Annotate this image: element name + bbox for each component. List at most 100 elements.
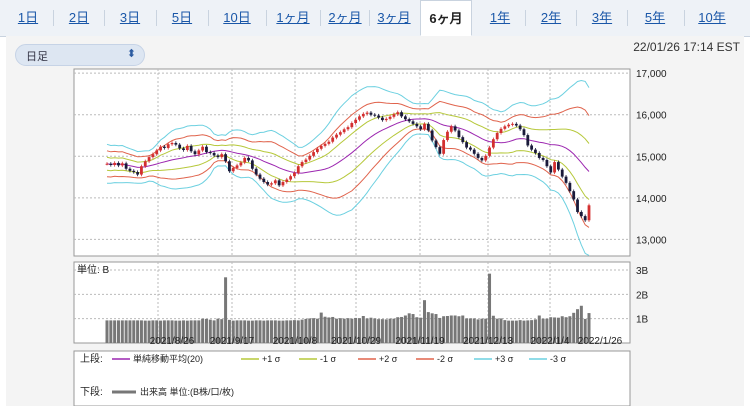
- volume-bar: [292, 320, 296, 343]
- volume-bar: [545, 318, 549, 343]
- tab-11[interactable]: 2年: [527, 0, 575, 36]
- volume-bar: [518, 320, 522, 343]
- candle-body: [381, 117, 384, 121]
- price-plot-area: [73, 68, 631, 257]
- tab-5[interactable]: 10日: [210, 0, 264, 36]
- volume-bar: [197, 320, 201, 343]
- price-tick-label: 17,000: [636, 69, 667, 80]
- candle-body: [415, 123, 419, 127]
- candle-body: [166, 144, 170, 148]
- volume-bar: [243, 320, 247, 343]
- tab-label: 6ヶ月: [429, 11, 463, 26]
- volume-bar: [109, 320, 113, 343]
- candle-body: [553, 162, 556, 173]
- volume-bar: [254, 320, 258, 343]
- volume-bar: [201, 318, 205, 343]
- tab-4[interactable]: 5日: [158, 0, 206, 36]
- volume-bar: [400, 316, 404, 343]
- legend-item-label: -1 σ: [320, 354, 337, 364]
- candle-body: [147, 157, 151, 162]
- tab-10[interactable]: 1年: [476, 0, 524, 36]
- candle-body: [323, 143, 327, 146]
- candle-body: [568, 182, 572, 192]
- x-tick-label: 2021/11/19: [395, 336, 445, 347]
- candle-body: [480, 157, 484, 161]
- candle-body: [350, 123, 354, 128]
- candle-body: [522, 129, 526, 136]
- volume-bar: [438, 317, 442, 343]
- tab-separator: [525, 10, 526, 26]
- volume-bar: [335, 318, 339, 343]
- candle-body: [572, 191, 576, 200]
- candle-body: [197, 150, 201, 155]
- x-tick-label: 2021/8/26: [150, 336, 195, 347]
- candle-body: [208, 152, 212, 154]
- candle-body: [338, 132, 342, 135]
- candle-body: [105, 163, 109, 165]
- candle-body: [442, 140, 446, 154]
- candle-body: [507, 124, 511, 127]
- candle-body: [273, 180, 277, 184]
- candle-body: [526, 135, 530, 146]
- volume-bar: [449, 315, 453, 343]
- candle-body: [254, 168, 258, 175]
- candle-body: [189, 145, 193, 152]
- candle-body: [308, 155, 312, 160]
- moving-average-line: [106, 118, 590, 174]
- candle-body: [518, 125, 522, 130]
- volume-bar: [457, 316, 461, 343]
- tab-3[interactable]: 3日: [106, 0, 154, 36]
- legend-item-label: -3 σ: [550, 354, 567, 364]
- volume-bar: [151, 320, 155, 343]
- volume-bar: [365, 318, 369, 343]
- candle-body: [438, 147, 442, 154]
- volume-tick-label: 1B: [636, 315, 649, 326]
- volume-bar: [289, 320, 293, 343]
- price-tick-label: 13,000: [636, 235, 667, 246]
- candle-body: [270, 183, 273, 185]
- tab-separator: [104, 10, 105, 26]
- candle-body: [576, 199, 579, 212]
- timestamp: 22/01/26 17:14 EST: [633, 40, 740, 54]
- tab-9[interactable]: 6ヶ月: [420, 0, 472, 36]
- tab-6[interactable]: 1ヶ月: [268, 0, 318, 36]
- candle-body: [262, 178, 266, 183]
- candle-body: [361, 113, 365, 117]
- tab-separator: [156, 10, 157, 26]
- volume-bar: [319, 312, 323, 343]
- volume-bar: [323, 316, 327, 343]
- volume-bar: [155, 320, 159, 343]
- volume-bar: [312, 318, 316, 343]
- candle-body: [266, 182, 270, 185]
- candle-body: [583, 216, 587, 221]
- candle-body: [488, 147, 491, 156]
- candle-body: [312, 152, 315, 156]
- tab-13[interactable]: 5年: [629, 0, 681, 36]
- tab-7[interactable]: 2ヶ月: [322, 0, 368, 36]
- volume-bar: [162, 320, 166, 343]
- legend-item-label: +1 σ: [262, 354, 281, 364]
- tab-14[interactable]: 10年: [686, 0, 738, 36]
- volume-bar: [442, 316, 446, 343]
- candle-body: [212, 152, 216, 156]
- volume-bar: [587, 313, 591, 343]
- tab-2[interactable]: 2日: [55, 0, 103, 36]
- candle-body: [476, 153, 480, 158]
- tab-8[interactable]: 3ヶ月: [371, 0, 417, 36]
- tab-12[interactable]: 3年: [578, 0, 626, 36]
- tab-separator: [320, 10, 321, 26]
- volume-bar: [491, 315, 495, 343]
- volume-bar: [346, 318, 350, 343]
- candle-body: [117, 162, 120, 166]
- tab-1[interactable]: 1日: [4, 0, 52, 36]
- candle-body: [128, 168, 132, 171]
- volume-bar: [128, 320, 132, 343]
- volume-bar: [468, 318, 472, 343]
- candle-body: [419, 126, 423, 130]
- tab-label: 5日: [171, 10, 193, 25]
- legend-upper-label: 上段:: [80, 352, 103, 365]
- tab-separator: [208, 10, 209, 26]
- interval-select[interactable]: 日足 ⬍: [15, 44, 145, 66]
- volume-bar: [541, 318, 545, 343]
- volume-bar: [472, 318, 476, 343]
